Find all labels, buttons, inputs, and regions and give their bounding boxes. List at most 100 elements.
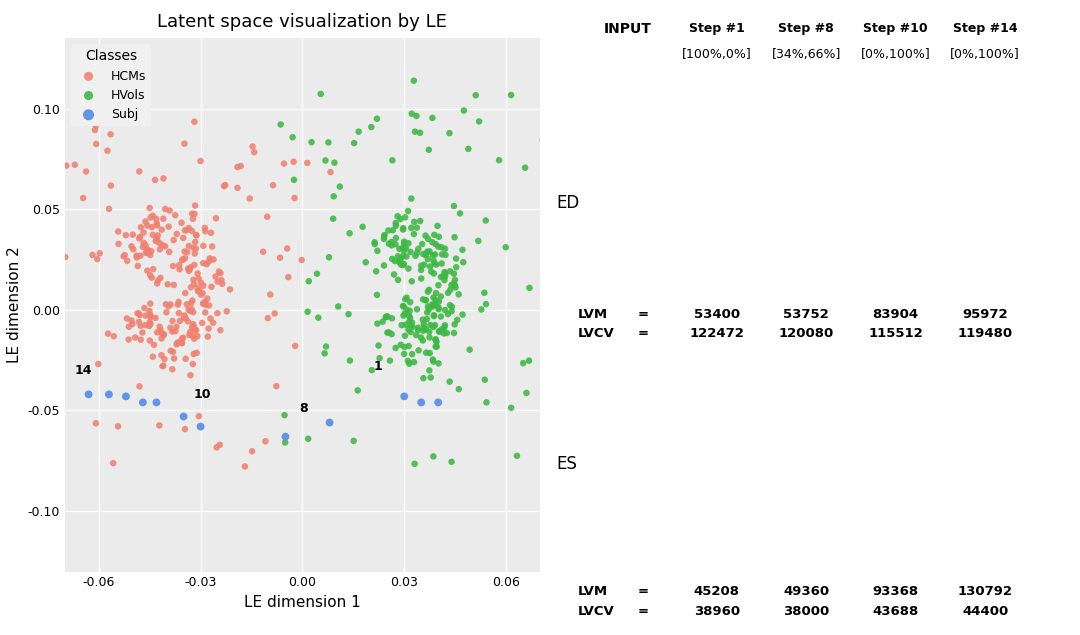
HVols xyxy=(411,216,429,226)
HVols xyxy=(368,246,386,256)
Text: 44400: 44400 xyxy=(962,605,1009,617)
Text: 14: 14 xyxy=(75,364,93,377)
HVols xyxy=(308,269,325,279)
HVols xyxy=(455,257,472,267)
HVols xyxy=(426,256,443,266)
HVols xyxy=(446,279,463,290)
HCMs xyxy=(164,261,181,271)
HCMs xyxy=(129,308,146,318)
HCMs xyxy=(152,328,170,338)
HVols xyxy=(394,224,411,234)
HCMs xyxy=(201,300,218,311)
HVols xyxy=(368,319,386,329)
HVols xyxy=(418,347,435,358)
HVols xyxy=(394,223,411,233)
HVols xyxy=(389,251,406,262)
HCMs xyxy=(148,214,165,224)
HCMs xyxy=(162,345,179,356)
HCMs xyxy=(207,213,225,224)
HCMs xyxy=(192,277,210,288)
HVols xyxy=(383,313,401,323)
HVols xyxy=(285,175,302,185)
HVols xyxy=(387,218,404,228)
Text: 120080: 120080 xyxy=(779,328,834,340)
HCMs xyxy=(110,239,127,249)
HVols xyxy=(363,365,380,375)
HVols xyxy=(430,358,447,368)
HCMs xyxy=(164,347,181,357)
HCMs xyxy=(139,247,157,257)
HCMs xyxy=(148,220,165,231)
HVols xyxy=(325,191,342,201)
HCMs xyxy=(136,303,153,313)
HCMs xyxy=(192,290,210,300)
HVols xyxy=(447,283,464,293)
HCMs xyxy=(188,230,205,240)
HCMs xyxy=(186,279,203,289)
HCMs xyxy=(124,230,141,240)
HCMs xyxy=(165,280,183,290)
HVols xyxy=(446,275,463,285)
HCMs xyxy=(237,462,254,472)
HVols xyxy=(407,251,424,261)
HVols xyxy=(471,116,488,126)
HCMs xyxy=(157,204,174,214)
HVols xyxy=(302,137,320,147)
HCMs xyxy=(204,241,221,251)
HVols xyxy=(433,242,450,252)
HCMs xyxy=(178,247,195,257)
HVols xyxy=(420,326,437,337)
HVols xyxy=(376,260,393,271)
HVols xyxy=(354,222,372,232)
HVols xyxy=(497,242,514,252)
HCMs xyxy=(199,293,216,304)
HCMs xyxy=(156,330,173,340)
Text: 119480: 119480 xyxy=(958,328,1013,340)
HCMs xyxy=(167,339,185,349)
Text: Step #1: Step #1 xyxy=(689,22,745,35)
HVols xyxy=(381,356,399,366)
HCMs xyxy=(259,313,276,323)
HCMs xyxy=(56,252,73,262)
HCMs xyxy=(275,159,293,169)
HCMs xyxy=(124,319,141,329)
HCMs xyxy=(172,316,189,326)
HVols xyxy=(418,314,435,324)
HCMs xyxy=(123,316,140,326)
Text: 49360: 49360 xyxy=(783,585,829,598)
HVols xyxy=(415,295,432,305)
HVols xyxy=(392,340,409,350)
HCMs xyxy=(199,331,216,342)
HVols xyxy=(415,373,432,384)
HVols xyxy=(400,341,417,351)
HVols xyxy=(400,206,417,216)
HCMs xyxy=(193,318,211,328)
HCMs xyxy=(137,311,154,321)
HVols xyxy=(409,244,427,254)
HVols xyxy=(349,385,366,396)
HCMs xyxy=(201,253,218,264)
HVols xyxy=(388,221,405,231)
HVols xyxy=(445,269,462,279)
HVols xyxy=(275,410,293,420)
HVols xyxy=(378,312,395,322)
HCMs xyxy=(119,256,136,266)
HVols xyxy=(432,272,449,282)
HCMs xyxy=(129,252,146,262)
HCMs xyxy=(229,162,246,172)
HVols xyxy=(502,90,519,100)
HCMs xyxy=(144,222,161,232)
HVols xyxy=(432,311,449,321)
HCMs xyxy=(24,347,41,357)
HVols xyxy=(329,302,347,312)
Text: LVM: LVM xyxy=(578,585,608,598)
HCMs xyxy=(126,332,144,342)
HVols xyxy=(403,318,420,328)
HVols xyxy=(400,356,417,366)
HCMs xyxy=(190,411,207,421)
HCMs xyxy=(153,333,171,344)
HVols xyxy=(363,122,380,132)
HVols xyxy=(383,155,401,165)
Y-axis label: LE dimension 2: LE dimension 2 xyxy=(6,246,22,363)
HCMs xyxy=(162,299,179,309)
